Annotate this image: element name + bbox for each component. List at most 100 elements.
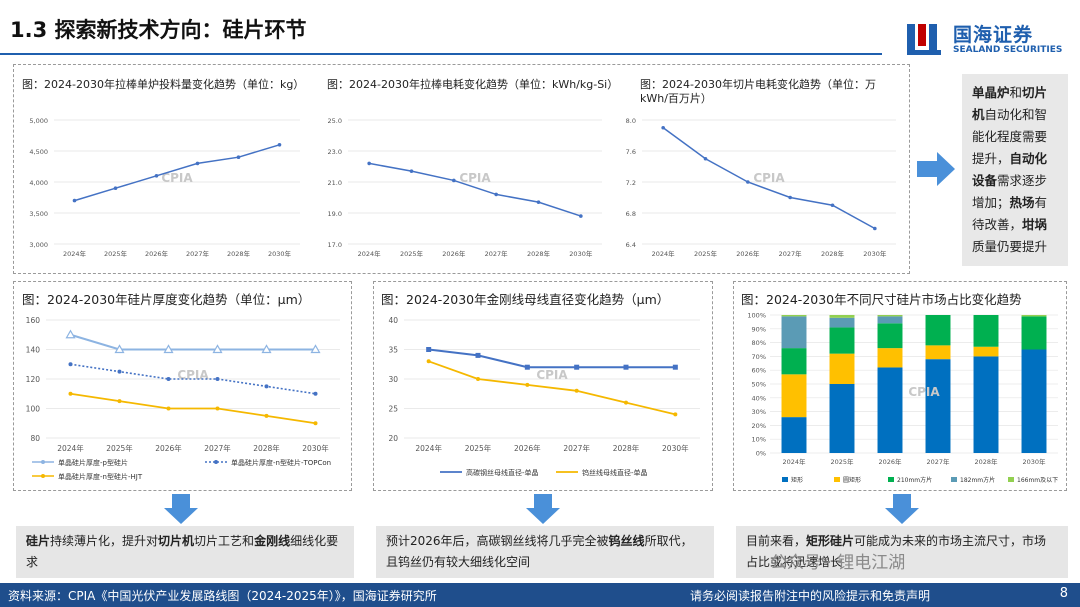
y-tick-label: 19.0 (328, 210, 342, 218)
data-point (154, 174, 159, 178)
data-point (426, 359, 431, 364)
legend-label: 166mm及以下 (1017, 477, 1058, 484)
legend-marker (41, 460, 45, 464)
data-point (672, 364, 678, 370)
data-point (72, 198, 77, 203)
x-tick-label: 2025年 (465, 443, 492, 453)
y-tick-label: 30 (388, 375, 398, 384)
rich-text-segment: 持续薄片化，提升对 (50, 534, 159, 548)
data-point (215, 406, 220, 411)
data-point (264, 413, 269, 418)
top-charts-panel (13, 64, 910, 274)
chart-title-c4: 图：2024-2030年硅片厚度变化趋势（单位：μm） (22, 292, 311, 307)
legend-swatch (888, 477, 894, 482)
y-tick-label: 21.0 (328, 179, 342, 187)
data-point (426, 347, 432, 352)
rich-text-segment: 需求逐步增加； (972, 173, 1048, 210)
y-tick-label: 6.8 (626, 210, 636, 218)
data-point (409, 169, 414, 173)
y-tick-label: 23.0 (328, 148, 342, 156)
y-tick-label: 35 (388, 346, 398, 355)
rich-text-segment: 自动化和智能化程度需要提升， (972, 107, 1048, 166)
bar-segment (925, 315, 951, 346)
y-tick-label: 60% (752, 367, 766, 375)
bar-segment (877, 323, 903, 349)
rich-text-segment: 硅片 (26, 534, 51, 548)
x-tick-label: 2024年 (652, 249, 676, 258)
series-line-1 (428, 360, 676, 416)
chart-c5: 20 25 30 35 40 2024年 2025年 2026年 2027年 2028年 2030年… (388, 316, 700, 477)
x-tick-label: 2027年 (485, 249, 509, 258)
x-tick-label: 2025年 (694, 249, 718, 258)
chart-title-c6: 图：2024-2030年不同尺寸硅片市场占比变化趋势 (741, 292, 1022, 307)
legend-label: 单晶硅片厚度-n型硅片-TOPCon (231, 458, 331, 467)
bar-segment (829, 315, 855, 318)
data-point (525, 382, 530, 387)
note-size: 目前来看，矩形硅片可能成为未来的市场主流尺寸，市场占比或将迅速增长 (736, 526, 1068, 578)
y-tick-label: 10% (752, 436, 766, 444)
data-point (195, 161, 200, 166)
y-tick-label: 4,500 (29, 148, 48, 156)
cpia-watermark: CPIA (753, 171, 785, 185)
y-tick-label: 6.4 (626, 241, 636, 249)
rich-text-segment: 切片机 (158, 534, 195, 548)
data-point (163, 344, 174, 354)
data-point (65, 329, 76, 339)
chart-c6: 0% 10% 20% 30% 40% 50% 60% 70% 80% 90% 100% 2024年 20… (747, 312, 1058, 485)
chart-title-c5: 图：2024-2030年金刚线母线直径变化趋势（μm） (381, 292, 670, 307)
y-tick-label: 3,500 (29, 210, 48, 218)
x-tick-label: 2030年 (569, 249, 593, 258)
x-tick-label: 2030年 (662, 443, 689, 453)
bar-segment (1021, 349, 1047, 453)
bar-segment (781, 315, 807, 317)
x-tick-label: 2026年 (155, 443, 182, 453)
cpia-watermark: CPIA (908, 385, 940, 399)
rich-text-segment: 预计2026年后，高碳钢丝线将几乎完全被 (386, 534, 609, 548)
x-tick-label: 2027年 (563, 443, 590, 453)
bar-segment (781, 316, 807, 349)
x-tick-label: 2030年 (863, 249, 887, 258)
data-point (117, 369, 122, 374)
series-line-0 (369, 162, 582, 217)
rich-text-segment: 单晶炉 (972, 85, 1010, 100)
legend-label: 单晶硅片厚度-n型硅片-HJT (58, 472, 143, 481)
y-tick-label: 120 (26, 375, 41, 384)
x-tick-label: 2027年 (926, 457, 950, 466)
rich-text-segment: 钨丝线 (608, 534, 645, 548)
x-tick-label: 2030年 (1022, 457, 1046, 466)
series-line-0 (70, 333, 316, 351)
bar-segment (925, 345, 951, 360)
data-point (68, 362, 73, 367)
series-line-0 (428, 348, 676, 369)
data-point (788, 195, 792, 200)
legend-label: 矩形 (791, 476, 803, 484)
x-tick-label: 2028年 (227, 249, 251, 258)
bar-segment (829, 384, 855, 453)
y-tick-label: 7.2 (626, 179, 636, 187)
rich-text-segment: 金刚线 (254, 534, 291, 548)
y-tick-label: 4,000 (29, 179, 48, 187)
legend-swatch (951, 477, 957, 482)
down-arrow-icon-3 (885, 494, 919, 524)
data-point (68, 391, 73, 396)
y-tick-label: 17.0 (328, 241, 342, 249)
series-line-2 (70, 392, 316, 425)
down-arrow-icon-2 (526, 494, 560, 524)
y-tick-label: 0% (756, 450, 766, 458)
x-tick-label: 2024年 (415, 443, 442, 453)
chart-c3: 6.4 6.8 7.2 7.6 8.0 2024年 2025年 2026年 2027年 2028年… (626, 117, 896, 258)
chart-c1: 3,000 3,500 4,000 4,500 5,000 2024年 2025年 2026年… (29, 117, 300, 258)
legend-marker (214, 460, 218, 464)
rich-text-segment: 质量仍要提升 (972, 239, 1048, 254)
rich-text-segment: 切片机 (972, 85, 1048, 122)
y-tick-label: 20 (388, 434, 398, 443)
chart-title-c2: 图：2024-2030年拉棒电耗变化趋势（单位：kWh/kg-Si） (327, 78, 619, 91)
x-tick-label: 2024年 (57, 443, 84, 453)
down-arrow-icon-1 (164, 494, 198, 524)
y-tick-label: 3,000 (29, 241, 48, 249)
x-tick-label: 2028年 (527, 249, 551, 258)
legend-label: 圆矩形 (843, 476, 861, 484)
data-point (212, 344, 223, 354)
data-point (476, 377, 480, 381)
y-tick-label: 90% (752, 325, 766, 333)
